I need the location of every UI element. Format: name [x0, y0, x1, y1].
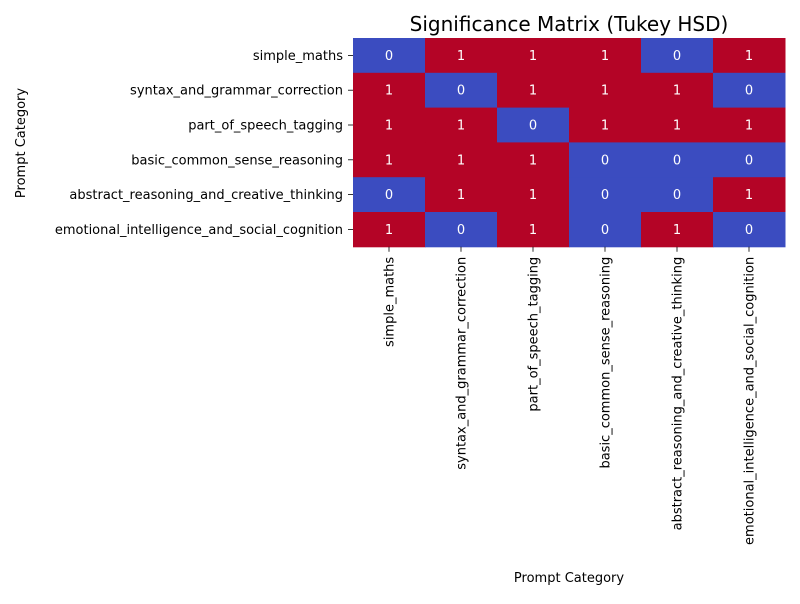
- cell-value-label: 1: [601, 49, 609, 64]
- heatmap-cell: [641, 212, 714, 248]
- heatmap-cell: [425, 72, 498, 109]
- heatmap-cell: [353, 38, 426, 74]
- heatmap-cell: [353, 142, 426, 178]
- cell-value-label: 1: [529, 223, 537, 238]
- heatmap-cell: [569, 107, 642, 143]
- cell-value-label: 1: [673, 84, 681, 99]
- heatmap-cell: [713, 177, 786, 213]
- heatmap-cell: [713, 107, 786, 143]
- heatmap-cell: [713, 38, 786, 74]
- cell-value-label: 1: [601, 84, 609, 99]
- cell-value-label: 1: [745, 119, 753, 134]
- x-tick-label: basic_common_sense_reasoning: [599, 257, 614, 469]
- cell-value-label: 1: [457, 188, 465, 203]
- heatmap-cell: [353, 72, 426, 109]
- cell-value-label: 1: [385, 223, 393, 238]
- cell-value-label: 1: [385, 84, 393, 99]
- heatmap-cell: [425, 142, 498, 178]
- heatmap-annotations: 0 1 1 1 0 1 1 0 1 1 1 0 1 1 0 1 1 1 1 1 1 0 0 0 0 1 1 0 0 1 1 0 1 0 1 0: [385, 49, 753, 238]
- heatmap-cell: [713, 212, 786, 248]
- heatmap-cell: [353, 177, 426, 213]
- cell-value-label: 0: [673, 188, 681, 203]
- cell-value-label: 0: [529, 119, 537, 134]
- cell-value-label: 1: [457, 153, 465, 168]
- heatmap-cell: [569, 72, 642, 109]
- heatmap-cell: [713, 72, 786, 109]
- cell-value-label: 1: [745, 188, 753, 203]
- heatmap-cell: [497, 72, 570, 109]
- heatmap-cell: [641, 107, 714, 143]
- cell-value-label: 0: [673, 153, 681, 168]
- heatmap-cell: [425, 177, 498, 213]
- cell-value-label: 1: [529, 49, 537, 64]
- x-tick-label: emotional_intelligence_and_social_cognit…: [743, 257, 758, 545]
- y-tick-labels: simple_maths syntax_and_grammar_correctio…: [55, 49, 353, 238]
- cell-value-label: 0: [457, 84, 465, 99]
- cell-value-label: 0: [601, 188, 609, 203]
- heatmap-cell: [425, 38, 498, 74]
- cell-value-label: 1: [673, 223, 681, 238]
- cell-value-label: 0: [601, 223, 609, 238]
- y-tick-label: part_of_speech_tagging: [188, 119, 343, 134]
- heatmap-cell: [569, 212, 642, 248]
- cell-value-label: 1: [529, 188, 537, 203]
- y-axis-label: Prompt Category: [14, 88, 29, 198]
- heatmap-cell: [353, 107, 426, 143]
- cell-value-label: 0: [385, 188, 393, 203]
- cell-value-label: 0: [601, 153, 609, 168]
- chart-title: Significance Matrix (Tukey HSD): [410, 12, 729, 36]
- heatmap-cell: [569, 142, 642, 178]
- y-tick-label: basic_common_sense_reasoning: [131, 153, 343, 168]
- heatmap-cell: [641, 142, 714, 178]
- heatmap-cell: [713, 142, 786, 178]
- cell-value-label: 0: [385, 49, 393, 64]
- cell-value-label: 1: [457, 119, 465, 134]
- cell-value-label: 0: [673, 49, 681, 64]
- heatmap-cell: [425, 107, 498, 143]
- heatmap-cell: [569, 38, 642, 74]
- cell-value-label: 0: [745, 84, 753, 99]
- heatmap-cells: [353, 38, 786, 248]
- heatmap-cell: [425, 212, 498, 248]
- x-tick-label: simple_maths: [383, 257, 398, 347]
- heatmap-cell: [497, 177, 570, 213]
- y-tick-label: syntax_and_grammar_correction: [130, 84, 343, 99]
- cell-value-label: 1: [457, 49, 465, 64]
- x-tick-label: abstract_reasoning_and_creative_thinking: [671, 257, 686, 531]
- y-tick-label: emotional_intelligence_and_social_cognit…: [55, 223, 343, 238]
- cell-value-label: 0: [457, 223, 465, 238]
- cell-value-label: 1: [385, 153, 393, 168]
- x-tick-label: syntax_and_grammar_correction: [455, 257, 470, 470]
- cell-value-label: 1: [385, 119, 393, 134]
- heatmap-cell: [497, 212, 570, 248]
- cell-value-label: 1: [529, 84, 537, 99]
- heatmap-cell: [497, 142, 570, 178]
- cell-value-label: 0: [745, 153, 753, 168]
- cell-value-label: 1: [745, 49, 753, 64]
- y-tick-label: simple_maths: [253, 49, 343, 64]
- heatmap-cell: [569, 177, 642, 213]
- heatmap-cell: [641, 177, 714, 213]
- cell-value-label: 1: [529, 153, 537, 168]
- x-tick-labels: simple_maths syntax_and_grammar_correctio…: [383, 246, 758, 545]
- heatmap-cell: [641, 72, 714, 109]
- heatmap-cell: [497, 38, 570, 74]
- x-tick-label: part_of_speech_tagging: [527, 257, 542, 412]
- heatmap-cell: [353, 212, 426, 248]
- cell-value-label: 0: [745, 223, 753, 238]
- cell-value-label: 1: [601, 119, 609, 134]
- heatmap-cell: [497, 107, 570, 143]
- heatmap-cell: [641, 38, 714, 74]
- cell-value-label: 1: [673, 119, 681, 134]
- x-axis-label: Prompt Category: [514, 571, 624, 586]
- y-tick-label: abstract_reasoning_and_creative_thinking: [69, 188, 343, 203]
